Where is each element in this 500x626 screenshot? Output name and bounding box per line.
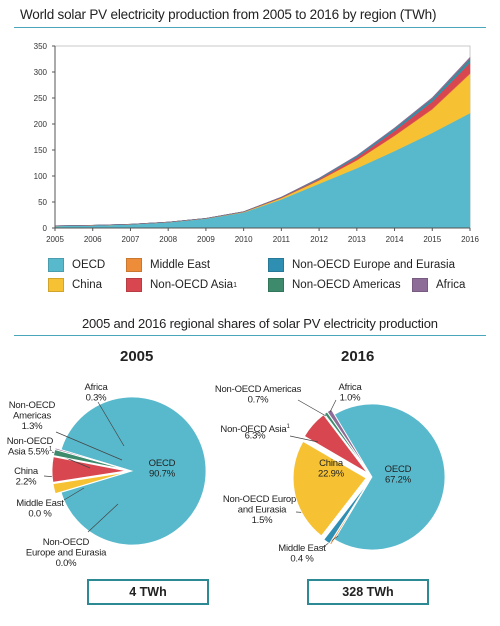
pie-label-china: China 22.9% — [318, 458, 345, 480]
total-2005-box: 4 TWh — [87, 579, 209, 605]
pie-section-title: 2005 and 2016 regional shares of solar P… — [82, 316, 438, 331]
pie-leader-non-oecd-europe-and-eurasia — [87, 503, 119, 533]
legend-item-china: China — [48, 278, 102, 292]
legend-swatch — [48, 278, 64, 292]
legend-label: Middle East — [150, 259, 211, 271]
pie-leader-africa — [97, 401, 125, 447]
y-tick-label: 150 — [34, 146, 48, 155]
y-tick-label: 300 — [34, 68, 48, 77]
section-rule — [14, 335, 486, 336]
legend-item-non-oecd-europe-and-eurasia: Non-OECD Europe and Eurasia — [268, 258, 455, 272]
pie-charts: OECD 90.7% Middle East 0.0 % China 2.2% Non-OE… — [7, 382, 446, 569]
x-tick-label: 2016 — [461, 235, 479, 244]
x-tick-label: 2015 — [423, 235, 441, 244]
x-tick-label: 2005 — [46, 235, 64, 244]
pie-leader-non-oecd-americas — [55, 431, 123, 461]
legend-swatch — [268, 258, 284, 272]
area-africa — [54, 56, 471, 226]
y-tick-label: 50 — [38, 198, 47, 207]
x-tick-label: 2014 — [386, 235, 404, 244]
legend-swatch — [48, 258, 64, 272]
legend-swatch — [126, 258, 142, 272]
legend-footnote-marker: 1 — [233, 281, 237, 289]
y-tick-label: 100 — [34, 172, 48, 181]
legend-label: Africa — [436, 279, 466, 291]
pie-leader-non-oecd-americas — [297, 399, 327, 417]
legend-swatch — [412, 278, 428, 292]
x-tick-label: 2011 — [273, 235, 291, 244]
pie-label-non-oecd-europe-and-eurasia: Non-OECD Europe and Eurasia 1.5% — [223, 494, 301, 526]
y-tick-label: 0 — [43, 224, 48, 233]
legend-item-middle-east: Middle East — [126, 258, 210, 272]
y-tick-label: 350 — [34, 42, 48, 51]
area-chart: 0 50 100 150 200 250 300 350 2005 2006 2007 2008 200… — [34, 42, 480, 244]
x-tick-label: 2013 — [348, 235, 366, 244]
x-tick-label: 2008 — [159, 235, 177, 244]
pie-label-non-oecd-asia: Non-OECD Asia 5.5%1 — [7, 436, 54, 458]
pie-slice-non-oecd-asia — [51, 456, 127, 483]
legend-item-non-oecd-asia: Non-OECD Asia 1 — [126, 278, 237, 292]
legend-label: Non-OECD Asia — [150, 279, 234, 291]
pie-2016: OECD 67.2% Middle East 0.4 % Non-OECD Europe… — [215, 382, 446, 565]
x-tick-label: 2010 — [235, 235, 253, 244]
pie-slice-oecd — [333, 403, 446, 551]
pie-leader-non-oecd-asia — [289, 435, 319, 443]
pie-label-non-oecd-americas: Non-OECD Americas 1.3% — [9, 400, 56, 432]
legend-swatch — [126, 278, 142, 292]
legend-label: China — [72, 279, 103, 291]
pie-label-china: China 2.2% — [14, 466, 39, 488]
x-tick-label: 2009 — [197, 235, 215, 244]
legend-label: Non-OECD Americas — [292, 279, 401, 291]
pie-slice-china — [292, 440, 367, 537]
legend-swatch — [268, 278, 284, 292]
pie-slice-china — [52, 471, 127, 495]
pie-label-middle-east: Middle East 0.0 % — [16, 498, 64, 520]
pie-label-non-oecd-americas: Non-OECD Americas 0.7% — [215, 384, 302, 406]
legend-item-non-oecd-americas: Non-OECD Americas — [268, 278, 401, 292]
legend-label: Non-OECD Europe and Eurasia — [292, 259, 455, 271]
total-2016-box: 328 TWh — [307, 579, 429, 605]
legend-item-africa: Africa — [412, 278, 465, 292]
pie-2005: OECD 90.7% Middle East 0.0 % China 2.2% Non-OE… — [7, 382, 207, 569]
pie-leader-middle-east — [63, 487, 85, 501]
pie-slice-non-oecd-europe-and-eurasia — [323, 481, 369, 545]
x-tick-label: 2007 — [122, 235, 140, 244]
legend-label: OECD — [72, 259, 106, 271]
y-tick-label: 250 — [34, 94, 48, 103]
pie-label-oecd: OECD 67.2% — [385, 464, 412, 486]
pie-label-africa: Africa 1.0% — [338, 382, 362, 404]
pie-label-non-oecd-asia: Non-OECD Asia1 6.3% — [220, 424, 290, 442]
x-tick-label: 2012 — [310, 235, 328, 244]
x-tick-label: 2006 — [84, 235, 102, 244]
pie-label-africa: Africa 0.3% — [84, 382, 108, 404]
pie-leader-africa — [329, 399, 337, 413]
pie-label-oecd: OECD 90.7% — [149, 458, 176, 480]
y-tick-label: 200 — [34, 120, 48, 129]
pie-2005-year: 2005 — [120, 348, 154, 365]
area-chart-title: World solar PV electricity production fr… — [20, 7, 437, 22]
pie-label-middle-east: Middle East 0.4 % — [278, 543, 326, 565]
legend-item-oecd: OECD — [48, 258, 105, 272]
pie-2016-year: 2016 — [341, 348, 375, 365]
title-rule — [14, 27, 486, 28]
pie-label-non-oecd-europe-and-eurasia: Non-OECD Europe and Eurasia 0.0% — [26, 537, 107, 569]
pie-slice-africa — [54, 447, 127, 470]
